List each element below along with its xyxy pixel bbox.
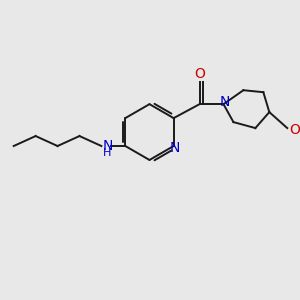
Text: N: N	[219, 95, 230, 109]
Text: O: O	[194, 67, 205, 81]
Text: H: H	[103, 148, 112, 158]
Text: O: O	[289, 123, 300, 137]
Text: N: N	[169, 141, 180, 155]
Text: N: N	[102, 139, 112, 153]
